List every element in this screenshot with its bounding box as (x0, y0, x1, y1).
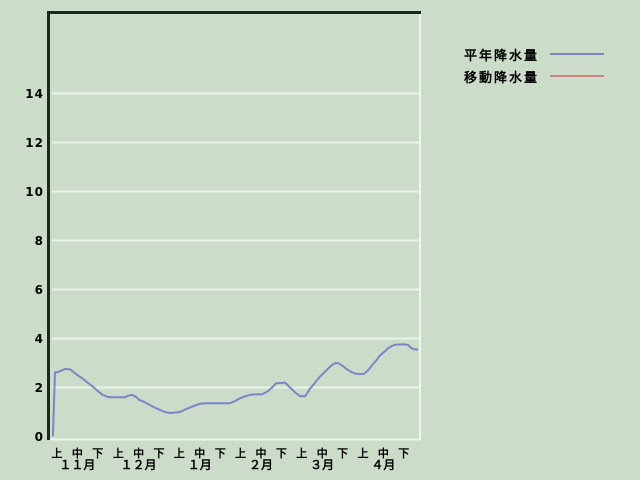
x-axis-month-label-0: １１月 (59, 458, 96, 472)
y-axis-tick-label-12: 12 (25, 135, 44, 150)
y-axis-tick-label-14: 14 (25, 86, 44, 101)
x-axis-period-label-14: 下 (337, 447, 349, 460)
x-axis-period-label-8: 下 (214, 447, 226, 460)
series-line-0 (51, 343, 419, 437)
x-axis-period-label-16: 中 (377, 447, 389, 460)
x-axis-period-label-17: 下 (398, 447, 410, 460)
x-axis-period-label-0: 上 (51, 447, 63, 460)
x-axis-period-label-15: 上 (357, 447, 369, 460)
y-axis-tick-label-0: 0 (34, 429, 44, 444)
x-axis-period-label-3: 上 (112, 447, 124, 460)
legend-line-sample-red (550, 75, 604, 77)
x-axis-month-label-5: ４月 (371, 458, 396, 472)
legend-item-normal-precipitation: 平年降水量 (464, 46, 604, 64)
legend-item-moving-precipitation: 移動降水量 (464, 68, 604, 86)
y-axis-tick-label-6: 6 (34, 282, 44, 297)
x-axis-period-label-5: 下 (153, 447, 165, 460)
x-axis-period-label-13: 中 (316, 447, 328, 460)
y-axis-tick-label-8: 8 (34, 233, 44, 248)
x-axis-month-label-4: ３月 (310, 458, 335, 472)
x-axis-period-label-10: 中 (255, 447, 267, 460)
x-axis-period-label-1: 中 (71, 447, 83, 460)
legend-line-sample-blue (550, 53, 604, 55)
legend-label-moving-precipitation: 移動降水量 (464, 70, 540, 86)
x-axis-period-label-7: 中 (194, 447, 206, 460)
y-axis-tick-label-4: 4 (34, 331, 44, 346)
x-axis-month-label-1: １２月 (120, 458, 157, 472)
legend-label-normal-precipitation: 平年降水量 (464, 48, 540, 64)
x-axis-period-label-2: 下 (92, 447, 104, 460)
x-axis-month-label-3: ２月 (248, 458, 273, 472)
y-axis-tick-label-10: 10 (25, 184, 44, 199)
x-axis-month-label-2: １月 (187, 458, 212, 472)
x-axis-period-label-11: 下 (275, 447, 287, 460)
x-axis-period-label-6: 上 (173, 447, 185, 460)
x-axis-period-label-12: 上 (296, 447, 308, 460)
legend: 平年降水量 移動降水量 (464, 46, 604, 90)
x-axis-period-label-4: 中 (133, 447, 145, 460)
x-axis-period-label-9: 上 (235, 447, 247, 460)
y-axis-tick-label-2: 2 (34, 380, 44, 395)
